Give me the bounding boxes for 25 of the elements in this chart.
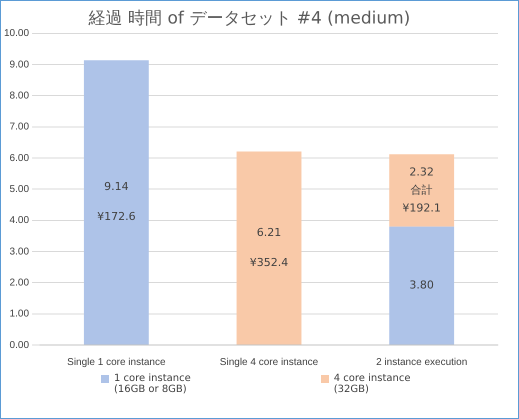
y-tick-label: 1.00 — [10, 308, 30, 320]
bar — [389, 226, 454, 344]
text: 6.21 ¥352.4 — [250, 226, 288, 269]
text: 9.14 ¥172.6 — [97, 180, 136, 224]
bar — [236, 151, 302, 344]
x-tick-label: Single 1 core instance — [67, 356, 166, 368]
bar — [389, 154, 454, 227]
x-tick-label: 2 instance execution — [376, 356, 468, 368]
y-tick-label: 8.00 — [10, 90, 30, 102]
data-label: 3.80 — [409, 278, 434, 292]
y-tick-label: 5.00 — [10, 184, 30, 195]
legend-label: 1 core instance (16GB or 8GB) — [114, 373, 191, 395]
y-tick-label: 7.00 — [10, 122, 30, 133]
y-tick-label: 2.00 — [10, 277, 30, 288]
y-tick-label: 10.00 — [4, 28, 30, 40]
x-tick-label: Single 4 core instance — [220, 356, 319, 368]
y-tick-label: 9.00 — [10, 59, 30, 70]
bar — [84, 60, 149, 344]
data-label: 2.32 合計 ¥192.1 — [402, 165, 441, 214]
chart-title: 経過 時間 of データセット #4 (medium) — [88, 8, 410, 29]
legend-label: 4 core instance (32GB) — [334, 373, 410, 395]
y-tick-label: 4.00 — [10, 215, 30, 226]
y-tick-label: 6.00 — [10, 152, 30, 164]
y-tick-label: 3.00 — [10, 246, 30, 258]
y-tick-label: 0.00 — [10, 340, 30, 351]
